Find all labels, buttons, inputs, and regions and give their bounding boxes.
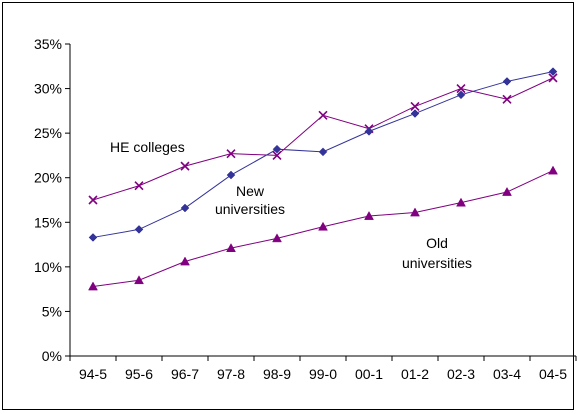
data-point-diamond-marker [88, 233, 98, 242]
data-point-triangle-marker [180, 256, 190, 266]
series-2 [88, 67, 558, 242]
data-point-x-marker [180, 161, 190, 171]
data-point-triangle-marker [88, 281, 98, 291]
data-point-diamond-marker [364, 127, 374, 136]
data-point-diamond-marker [456, 90, 466, 100]
series-3 [88, 165, 558, 291]
x-tick-label: 94-5 [79, 366, 107, 382]
data-point-x-marker [226, 149, 236, 159]
y-tick-label: 15% [34, 214, 62, 230]
data-point-diamond-marker [226, 170, 236, 180]
data-point-triangle-marker [272, 233, 282, 243]
data-point-triangle-marker [226, 243, 236, 252]
y-tick-label: 25% [34, 125, 62, 141]
y-tick-label: 30% [34, 81, 62, 97]
data-point-x-marker [410, 101, 420, 111]
data-point-triangle-marker [410, 207, 420, 217]
data-point-x-marker [272, 150, 282, 160]
data-point-x-marker [502, 94, 512, 104]
data-point-x-marker [88, 195, 98, 205]
y-tick-label: 0% [42, 348, 62, 364]
data-point-triangle-marker [502, 186, 512, 196]
data-point-diamond-marker [134, 225, 144, 234]
data-point-diamond-marker [180, 203, 190, 213]
series-1 [88, 73, 558, 205]
data-point-diamond-marker [502, 77, 512, 86]
y-tick-label: 10% [34, 259, 62, 275]
data-point-triangle-marker [456, 197, 466, 207]
y-tick-label: 5% [42, 303, 62, 319]
annotation-label: Old [426, 235, 448, 251]
data-point-x-marker [134, 181, 144, 191]
data-point-x-marker [318, 110, 328, 120]
x-tick-label: 97-8 [217, 366, 245, 382]
y-tick-label: 20% [34, 170, 62, 186]
x-tick-label: 00-1 [355, 366, 383, 382]
x-tick-label: 99-0 [309, 366, 337, 382]
chart-frame [2, 2, 574, 410]
axes-layer: 0% 5% 10% 15% 20% 25% 30% 35% 94-5 95-6 96-7 97-8 98… [34, 36, 577, 382]
x-tick-label: 96-7 [171, 366, 199, 382]
x-tick-label: 04-5 [539, 366, 567, 382]
x-tick-label: 98-9 [263, 366, 291, 382]
annotation-layer: HE colleges New universities Old universitie… [110, 139, 472, 271]
data-point-triangle-marker [134, 275, 144, 285]
x-tick-label: 95-6 [125, 366, 153, 382]
data-point-x-marker [548, 73, 558, 83]
annotation-label: HE colleges [110, 139, 185, 155]
data-point-x-marker [456, 84, 466, 94]
annotation-label: universities [215, 201, 285, 217]
data-point-triangle-marker [364, 211, 374, 220]
x-tick-label: 03-4 [493, 366, 521, 382]
x-tick-label: 02-3 [447, 366, 475, 382]
annotation-label: universities [402, 255, 472, 271]
series-layer [88, 67, 558, 291]
data-point-diamond-marker [272, 144, 282, 154]
data-point-diamond-marker [318, 147, 328, 157]
data-point-triangle-marker [548, 165, 558, 175]
annotation-label: New [236, 183, 265, 199]
data-point-diamond-marker [410, 109, 420, 118]
data-point-diamond-marker [548, 67, 558, 76]
data-point-triangle-marker [318, 221, 328, 231]
y-tick-label: 35% [34, 36, 62, 52]
x-tick-label: 01-2 [401, 366, 429, 382]
